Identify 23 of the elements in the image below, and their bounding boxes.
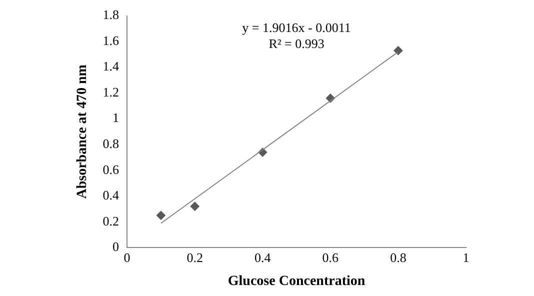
y-tick-label: 1.8 [102,7,120,22]
x-tick-label: 0.2 [186,250,203,265]
y-tick-label: 1 [112,110,120,126]
point [190,202,200,211]
y-tick-label: 0.6 [102,162,120,177]
x-tick-label: 0.4 [254,250,272,265]
x-tick-label: 1 [462,250,470,265]
y-tick-label: 1.6 [102,32,120,48]
y-tick-label: 0.2 [102,213,120,228]
point [394,46,403,56]
point [156,210,166,220]
x-axis-title: Glucose Concentration [228,274,366,290]
y-tick-label: 0.8 [102,136,120,151]
y-tick-label: 0 [112,239,120,254]
x-tick-label: 0.6 [322,250,340,265]
annotation: R² = 0.993 [268,36,324,52]
annotation: y = 1.9016x - 0.0011 [242,20,351,36]
x-tick-label: 0.8 [390,250,406,265]
y-tick-label: 1.4 [102,58,120,74]
y-axis-title: Absorbance at 470 nm [75,64,90,199]
x-tick-label: 0 [124,250,130,265]
y-tick-label: 0.4 [102,188,120,203]
y-tick-label: 1.2 [102,84,120,100]
